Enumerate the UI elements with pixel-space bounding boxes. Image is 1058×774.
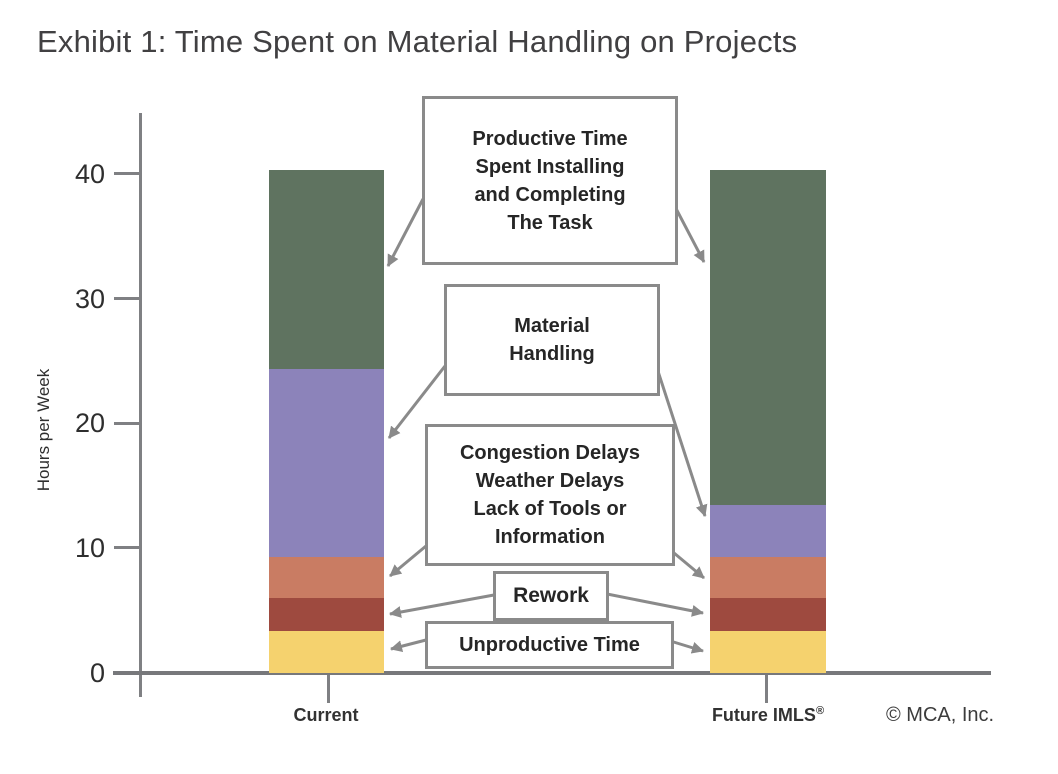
bar-segment-unproductive — [710, 630, 826, 673]
arrow-unproductive-current — [390, 638, 427, 653]
bar-segment-rework — [710, 598, 826, 631]
bar-current — [269, 170, 384, 673]
callout-rework: Rework — [493, 571, 609, 621]
bar-segment-material-handling — [269, 368, 384, 558]
bar-segment-rework — [269, 598, 384, 631]
x-label-current: Current — [266, 705, 386, 726]
callout-productive-time: Productive Time Spent Installing and Com… — [422, 96, 678, 265]
arrow-productive-current — [386, 198, 425, 267]
bar-segment-productive — [269, 170, 384, 369]
arrow-rework-future — [601, 591, 704, 617]
bar-segment-material-handling — [710, 504, 826, 557]
y-tick-label-30: 30 — [74, 284, 105, 314]
bar-future — [710, 170, 826, 673]
registered-mark: ® — [815, 705, 825, 717]
y-tick-label-20: 20 — [74, 408, 105, 438]
arrow-rework-current — [389, 593, 495, 618]
copyright-text: © MCA, Inc. — [886, 704, 995, 726]
y-tick-label-40: 40 — [74, 159, 105, 189]
y-axis-title: Hours per Week — [34, 368, 53, 492]
y-axis-line — [139, 113, 142, 697]
y-tick-20 — [114, 422, 140, 425]
x-axis-baseline — [113, 671, 991, 675]
bar-segment-delays — [269, 557, 384, 599]
x-label-future: Future IMLS® — [688, 705, 848, 726]
x-tick-future — [765, 675, 768, 703]
x-tick-current — [327, 675, 330, 703]
bar-segment-delays — [710, 556, 826, 599]
callout-material-handling: Material Handling — [444, 284, 660, 396]
bar-segment-unproductive — [269, 630, 384, 673]
y-tick-label-10: 10 — [74, 533, 105, 563]
y-tick-30 — [114, 297, 140, 300]
y-tick-40 — [114, 172, 140, 175]
arrow-delays-current — [389, 544, 427, 578]
chart-title: Exhibit 1: Time Spent on Material Handli… — [37, 24, 798, 59]
callout-delays: Congestion Delays Weather Delays Lack of… — [425, 424, 675, 566]
x-label-current-text: Current — [293, 705, 359, 725]
x-label-future-text: Future IMLS — [711, 705, 816, 725]
bar-segment-productive — [710, 170, 826, 505]
y-tick-label-0: 0 — [89, 658, 105, 688]
callout-unproductive-time: Unproductive Time — [425, 621, 674, 669]
y-tick-10 — [114, 546, 140, 549]
